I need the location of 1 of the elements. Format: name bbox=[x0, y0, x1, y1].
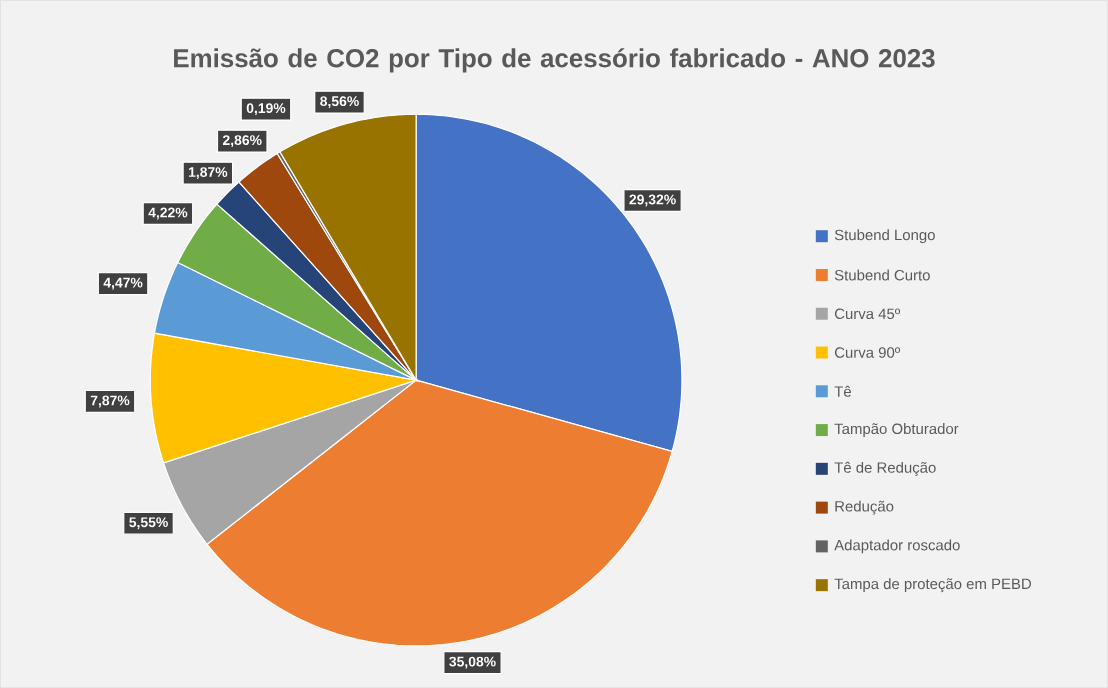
chart-title: Emissão de CO2 por Tipo de acessório fabricado - ANO 2023 bbox=[174, 48, 935, 73]
